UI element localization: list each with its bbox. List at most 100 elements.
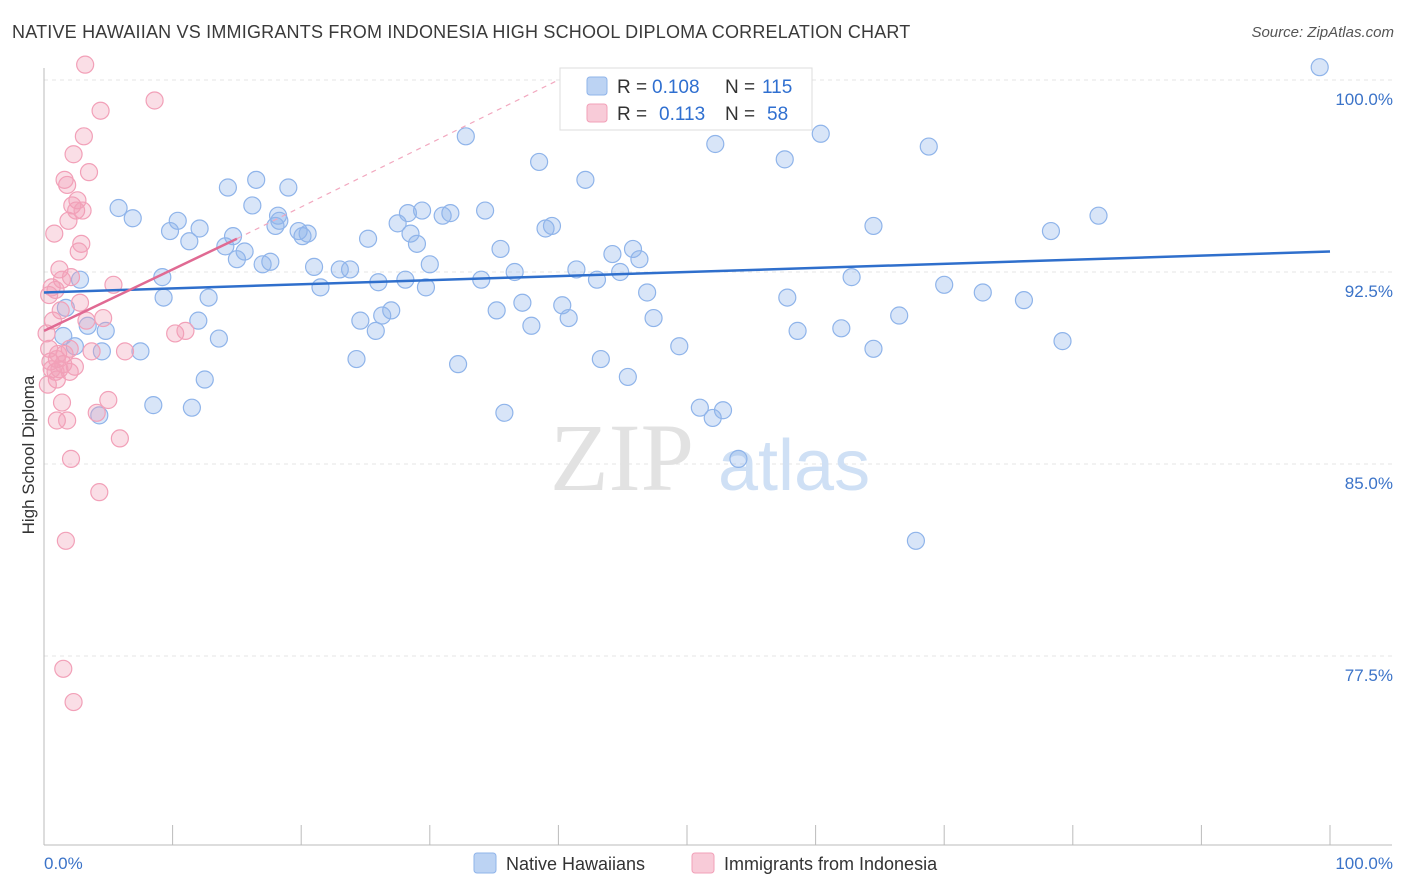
indonesia-point: [74, 127, 93, 146]
native-hawaiian-point: [935, 275, 954, 294]
native-hawaiian-point: [154, 288, 173, 307]
native-hawaiian-point: [373, 306, 392, 325]
native-hawaiian-point: [638, 283, 657, 302]
x-tick-label-left: 0.0%: [44, 854, 83, 873]
native-hawaiian-point: [366, 321, 385, 340]
native-hawaiian-point: [630, 250, 649, 269]
native-hawaiian-point: [261, 252, 280, 271]
indonesia-point: [60, 362, 79, 381]
indonesia-point: [58, 411, 77, 430]
x-tick-marks: [43, 825, 1331, 845]
legend-r-value-blue: 0.108: [652, 77, 700, 98]
native-hawaiian-point: [227, 250, 246, 269]
native-hawaiian-point: [973, 283, 992, 302]
series-legend: Native Hawaiians Immigrants from Indones…: [473, 852, 938, 874]
native-hawaiian-point: [1310, 58, 1329, 77]
indonesia-point: [145, 91, 164, 110]
indonesia-point: [94, 308, 113, 328]
indonesia-point: [59, 211, 78, 230]
native-hawaiian-point: [270, 211, 289, 230]
native-hawaiian-point: [513, 293, 532, 312]
native-hawaiian-point: [775, 150, 794, 169]
native-hawaiian-point: [644, 308, 663, 328]
native-hawaiian-point: [618, 367, 637, 387]
indonesia-point: [54, 659, 73, 678]
native-hawaiian-point: [1014, 291, 1034, 310]
native-hawaiian-point: [864, 339, 883, 358]
native-hawaiian-point: [416, 278, 436, 297]
indonesia-point: [56, 531, 75, 550]
indonesia-point: [99, 390, 118, 410]
indonesia-point: [65, 357, 84, 376]
native-hawaiian-point: [713, 401, 733, 420]
native-hawaiian-point: [441, 204, 460, 223]
indonesia-point: [64, 145, 83, 164]
y-tick-label: 100.0%: [1335, 90, 1393, 109]
native-hawaiian-point: [919, 137, 938, 156]
indonesia-point: [82, 342, 101, 361]
native-hawaiian-point: [279, 178, 298, 197]
indonesia-point: [40, 339, 59, 358]
native-hawaiian-point: [670, 337, 689, 356]
trend-lines: [43, 79, 1331, 333]
native-hawaiian-point: [487, 301, 506, 320]
y-axis-label: High School Diploma: [19, 375, 38, 534]
native-hawaiian-point: [530, 152, 549, 172]
native-hawaiian-point: [491, 239, 510, 259]
bottom-legend-label-blue: Native Hawaiians: [506, 854, 645, 874]
bottom-legend-label-pink: Immigrants from Indonesia: [724, 854, 938, 874]
indonesia-point: [70, 293, 90, 312]
indonesia-points: [37, 55, 195, 712]
y-tick-label: 85.0%: [1345, 474, 1393, 493]
native-hawaiian-point: [811, 124, 830, 143]
stats-legend: R = 0.108 N = 115 R = 0.113 N = 58: [559, 67, 813, 131]
native-hawaiian-point: [65, 337, 84, 356]
native-hawaiian-point: [347, 349, 366, 369]
native-hawaiian-point: [567, 260, 586, 279]
native-hawaiian-point: [522, 316, 541, 335]
indonesia-point: [115, 342, 135, 361]
indonesia-point: [60, 339, 79, 358]
source-label: Source: ZipAtlas.com: [1251, 24, 1394, 41]
indonesia-point: [72, 234, 91, 253]
indonesia-point: [68, 191, 87, 210]
native-hawaiian-point: [189, 311, 208, 330]
native-hawaiian-point: [199, 288, 218, 307]
indonesia-point: [52, 393, 72, 412]
native-hawaiian-point: [407, 234, 427, 253]
indonesia-point: [46, 362, 65, 381]
native-hawaiian-point: [495, 403, 514, 422]
legend-r-label-blue: R =: [617, 77, 647, 98]
native-hawaiian-point: [542, 216, 562, 236]
native-hawaiian-point: [293, 227, 312, 246]
bottom-legend-swatch-blue: [473, 852, 497, 874]
native-hawaiian-point: [890, 306, 909, 325]
native-hawaiian-point: [448, 355, 468, 374]
native-hawaiian-point: [475, 201, 495, 220]
x-tick-label-right: 100.0%: [1335, 854, 1393, 873]
native-hawaiian-point: [209, 329, 228, 348]
native-hawaiian-point: [832, 319, 851, 338]
native-hawaiian-point: [412, 201, 432, 220]
chart-title: NATIVE HAWAIIAN VS IMMIGRANTS FROM INDON…: [12, 22, 911, 42]
indonesia-point: [61, 449, 81, 468]
native-hawaiian-point: [160, 221, 180, 241]
indonesia-point: [91, 101, 110, 120]
native-hawaiian-point: [311, 278, 330, 297]
native-hawaiian-point: [398, 204, 418, 223]
native-hawaiian-point: [351, 311, 370, 330]
native-hawaiian-point: [703, 408, 722, 428]
gridlines: [44, 79, 1392, 657]
bottom-legend-swatch-pink: [691, 852, 715, 874]
native-hawaiian-point: [247, 170, 266, 189]
native-hawaiian-point: [92, 342, 111, 361]
native-hawaiian-point: [56, 298, 75, 317]
indonesia-point: [166, 324, 185, 343]
native-hawaiian-point: [401, 224, 420, 243]
indonesia-point: [176, 321, 195, 340]
native-hawaiian-point: [131, 342, 150, 361]
native-hawaiian-point: [559, 308, 578, 328]
native-hawaiian-point: [144, 396, 163, 415]
native-hawaiian-point: [1041, 221, 1061, 241]
